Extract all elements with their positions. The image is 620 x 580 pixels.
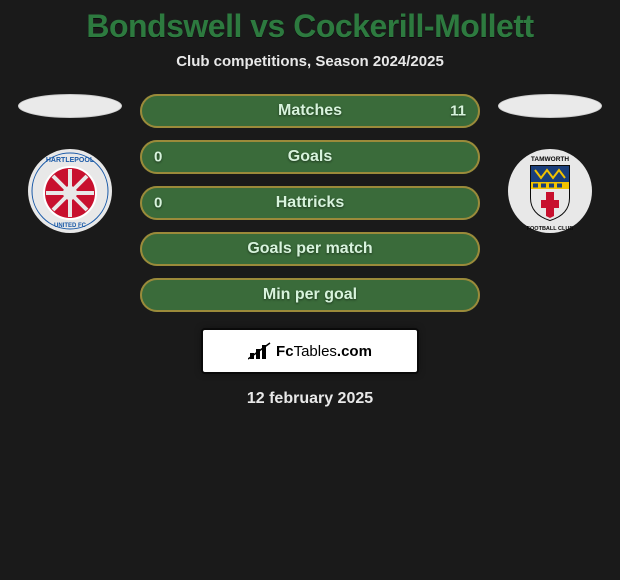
right-player-col: TAMWORTH FOOTBALL CLUB bbox=[498, 94, 602, 234]
bars-icon bbox=[248, 341, 272, 361]
right-player-silhouette bbox=[498, 94, 602, 118]
hartlepool-crest-icon: HARTLEPOOL UNITED FC bbox=[27, 148, 113, 234]
svg-text:FOOTBALL CLUB: FOOTBALL CLUB bbox=[527, 226, 574, 232]
stat-label: Goals per match bbox=[247, 240, 372, 258]
site-logo[interactable]: FcTables.com bbox=[203, 330, 417, 372]
site-logo-text: FcTables.com bbox=[276, 343, 372, 360]
svg-text:HARTLEPOOL: HARTLEPOOL bbox=[46, 157, 95, 164]
svg-text:UNITED FC: UNITED FC bbox=[54, 223, 87, 229]
stat-row-min-per-goal: Min per goal bbox=[140, 278, 480, 312]
logo-part-a: Fc bbox=[276, 343, 294, 360]
stat-label: Goals bbox=[288, 148, 332, 166]
stat-row-hattricks: 0 Hattricks bbox=[140, 186, 480, 220]
stat-label: Matches bbox=[278, 102, 342, 120]
stat-label: Min per goal bbox=[263, 286, 357, 304]
stat-right-value: 11 bbox=[450, 103, 466, 120]
stats-column: Matches 11 0 Goals 0 Hattricks bbox=[140, 94, 480, 312]
page-title: Bondswell vs Cockerill-Mollett bbox=[0, 8, 620, 45]
logo-part-b: Tables bbox=[294, 343, 337, 360]
page-subtitle: Club competitions, Season 2024/2025 bbox=[0, 53, 620, 70]
stat-left-value: 0 bbox=[154, 149, 162, 166]
stat-row-goals-per-match: Goals per match bbox=[140, 232, 480, 266]
right-team-crest: TAMWORTH FOOTBALL CLUB bbox=[507, 148, 593, 234]
stat-left-value: 0 bbox=[154, 195, 162, 212]
footer-date: 12 february 2025 bbox=[0, 390, 620, 408]
stat-row-matches: Matches 11 bbox=[140, 94, 480, 128]
left-player-col: HARTLEPOOL UNITED FC bbox=[18, 94, 122, 234]
stat-label: Hattricks bbox=[276, 194, 344, 212]
stat-row-goals: 0 Goals bbox=[140, 140, 480, 174]
tamworth-crest-icon: TAMWORTH FOOTBALL CLUB bbox=[507, 148, 593, 234]
left-team-crest: HARTLEPOOL UNITED FC bbox=[27, 148, 113, 234]
logo-part-c: .com bbox=[337, 343, 372, 360]
left-player-silhouette bbox=[18, 94, 122, 118]
svg-text:TAMWORTH: TAMWORTH bbox=[531, 156, 569, 163]
main-row: HARTLEPOOL UNITED FC bbox=[0, 94, 620, 312]
comparison-card: Bondswell vs Cockerill-Mollett Club comp… bbox=[0, 0, 620, 408]
